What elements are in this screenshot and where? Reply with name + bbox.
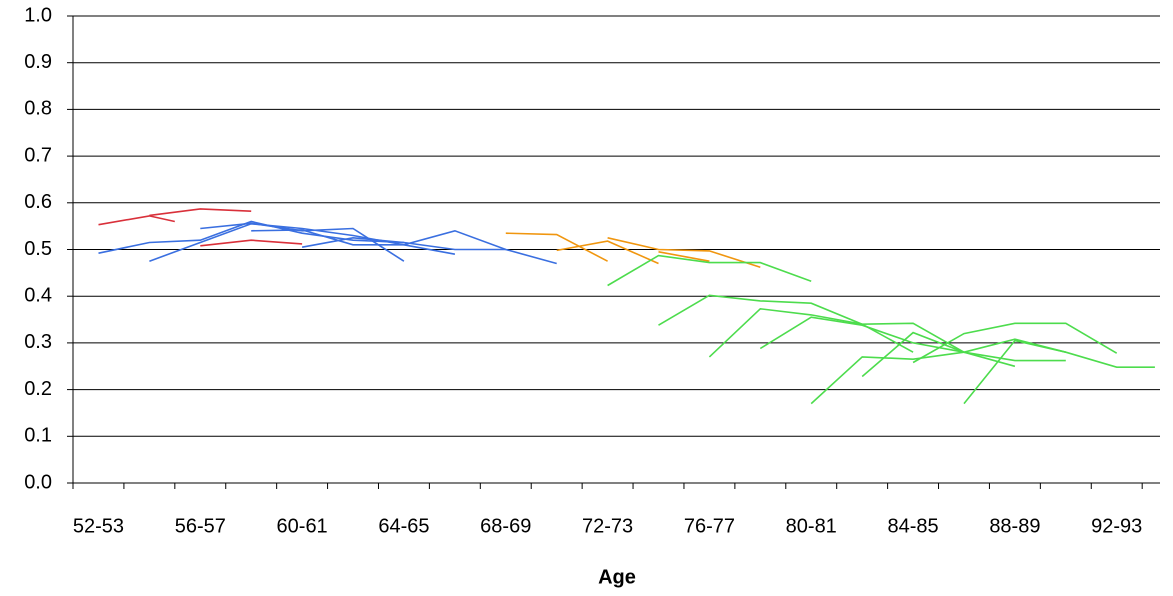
x-axis-title: Age bbox=[598, 566, 636, 588]
series-line bbox=[505, 232, 608, 262]
y-tick-label: 0.1 bbox=[24, 425, 52, 447]
x-tick-label: 64-65 bbox=[378, 515, 429, 537]
x-tick-label: 80-81 bbox=[786, 515, 837, 537]
x-tick-label: 72-73 bbox=[582, 515, 633, 537]
x-tick-label: 76-77 bbox=[684, 515, 735, 537]
series-line bbox=[759, 316, 1016, 368]
x-tick-label: 92-93 bbox=[1091, 515, 1142, 537]
series-line bbox=[912, 322, 1118, 364]
series-line bbox=[149, 222, 557, 265]
series-line bbox=[251, 229, 456, 255]
series-line bbox=[98, 220, 506, 254]
y-tick-label: 0.6 bbox=[24, 191, 52, 213]
series-line bbox=[810, 338, 1155, 405]
series-line bbox=[98, 215, 175, 226]
series-line bbox=[708, 307, 1066, 362]
y-tick-label: 0.8 bbox=[24, 98, 52, 120]
x-tick-label: 84-85 bbox=[887, 515, 938, 537]
y-tick-label: 0.4 bbox=[24, 284, 52, 306]
series-line bbox=[301, 236, 404, 248]
series-line bbox=[607, 254, 812, 287]
y-tick-label: 0.0 bbox=[24, 471, 52, 493]
x-tick-label: 60-61 bbox=[277, 515, 328, 537]
series-line bbox=[556, 240, 659, 265]
x-tick-label: 88-89 bbox=[989, 515, 1040, 537]
series-line bbox=[658, 251, 710, 262]
x-tick-label: 68-69 bbox=[480, 515, 531, 537]
y-tick-label: 0.3 bbox=[24, 331, 52, 353]
y-tick-label: 0.9 bbox=[24, 51, 52, 73]
x-tick-label: 56-57 bbox=[175, 515, 226, 537]
y-tick-label: 0.2 bbox=[24, 378, 52, 400]
series-line bbox=[607, 237, 761, 268]
series-line bbox=[200, 239, 303, 247]
y-tick-label: 1.0 bbox=[24, 4, 52, 26]
y-tick-label: 0.5 bbox=[24, 238, 52, 260]
y-tick-label: 0.7 bbox=[24, 144, 52, 166]
series-line bbox=[963, 339, 1066, 405]
x-tick-label: 52-53 bbox=[73, 515, 124, 537]
series-line bbox=[149, 208, 252, 217]
series-line bbox=[861, 331, 965, 378]
